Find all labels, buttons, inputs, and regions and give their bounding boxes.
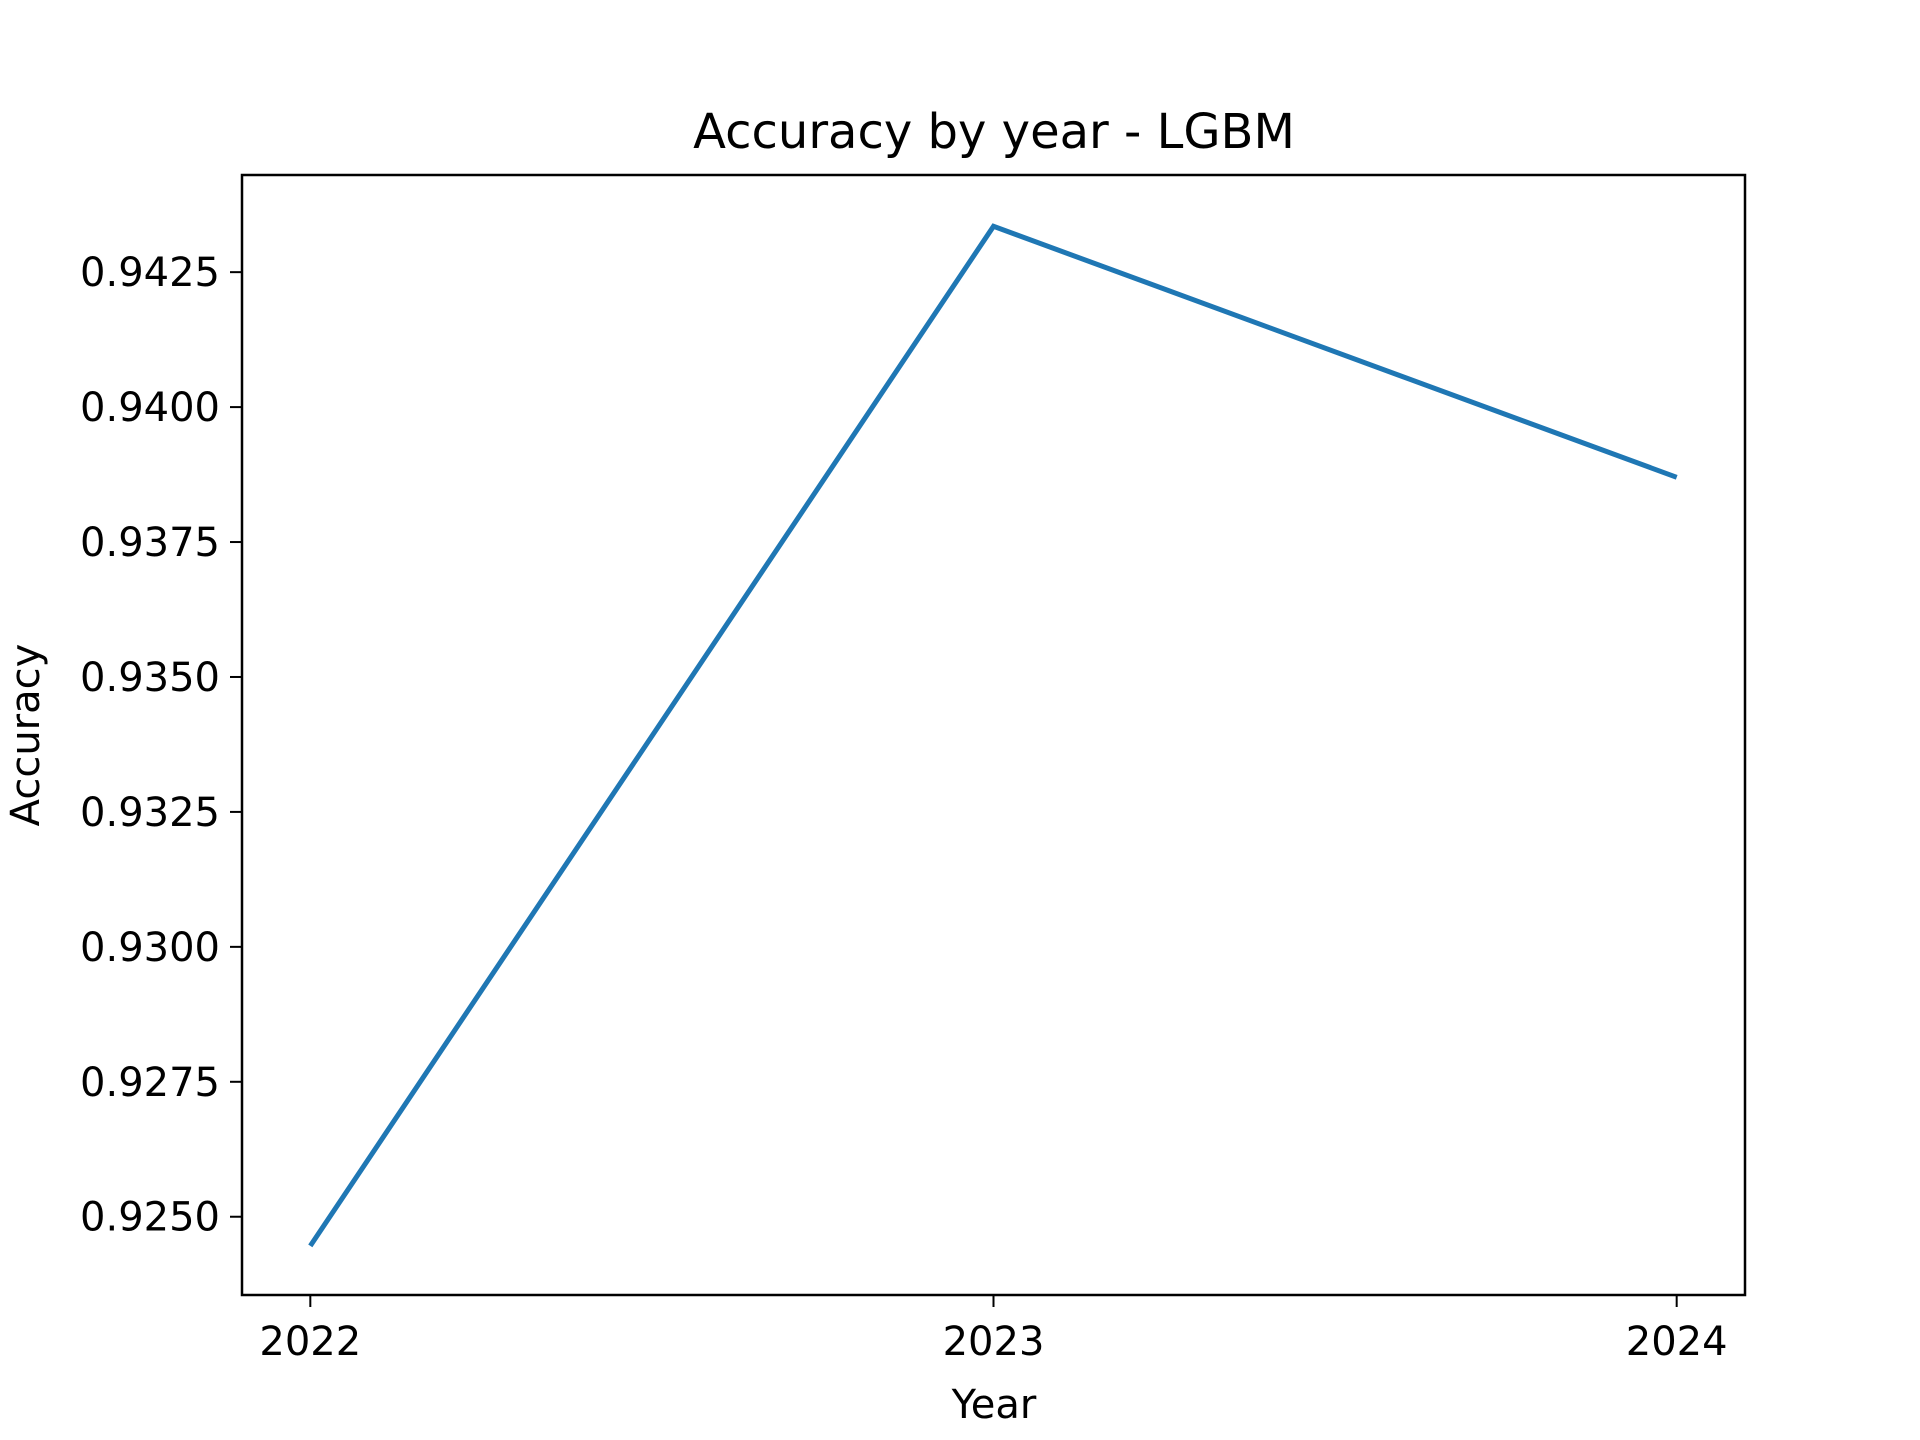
y-axis-ticks: 0.9250 0.9275 0.9300 0.9325 0.9350 0.9375 0.94… xyxy=(80,250,242,1241)
x-tick-label: 2024 xyxy=(1626,1319,1728,1365)
x-axis-ticks: 2022 2023 2024 xyxy=(259,1295,1728,1365)
y-tick-label: 0.9350 xyxy=(80,655,220,701)
series-line xyxy=(308,223,1678,1248)
plot-frame xyxy=(240,173,1747,1297)
y-tick-label: 0.9250 xyxy=(80,1195,220,1241)
y-tick-label: 0.9425 xyxy=(80,250,220,296)
y-tick-label: 0.9325 xyxy=(80,790,220,836)
y-axis-label: Accuracy xyxy=(3,644,49,827)
x-tick-label: 2023 xyxy=(943,1319,1045,1365)
x-tick-label: 2022 xyxy=(259,1319,361,1365)
series-layer xyxy=(308,223,1678,1248)
y-tick-label: 0.9300 xyxy=(80,925,220,971)
x-axis-label: Year xyxy=(951,1382,1037,1428)
chart-title: Accuracy by year - LGBM xyxy=(693,104,1295,160)
y-tick-label: 0.9400 xyxy=(80,385,220,431)
y-tick-label: 0.9375 xyxy=(80,520,220,566)
y-tick-label: 0.9275 xyxy=(80,1060,220,1106)
